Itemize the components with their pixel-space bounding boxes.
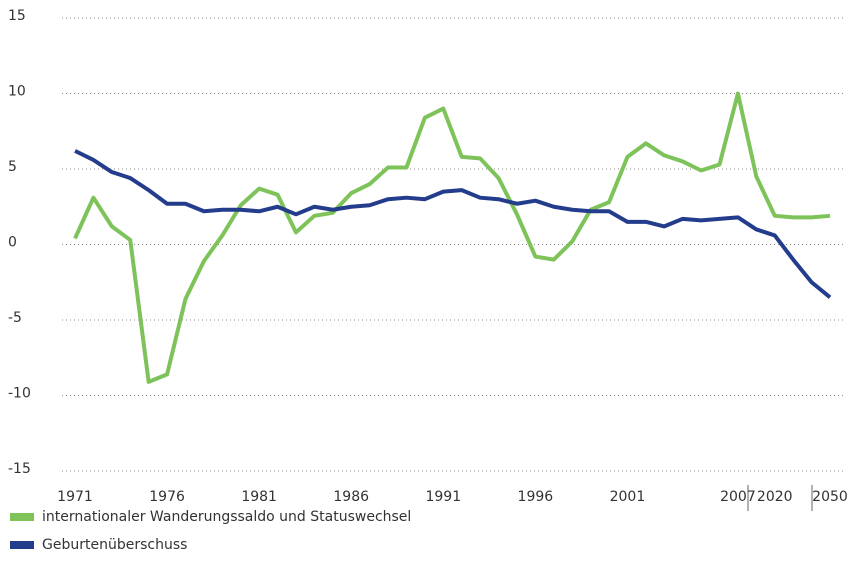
legend-label: Geburtenüberschuss (42, 537, 187, 553)
y-tick-label: 5 (8, 159, 17, 175)
x-tick-label: 1981 (241, 489, 277, 505)
x-tick-label: 1986 (333, 489, 369, 505)
y-tick-label: 0 (8, 235, 17, 251)
y-tick-label: -10 (8, 386, 31, 402)
data-line (73, 91, 831, 384)
x-tick-label: 1996 (518, 489, 554, 505)
legend-swatch (10, 513, 34, 521)
x-tick-label: 1971 (57, 489, 93, 505)
data-line (74, 149, 832, 299)
x-tick-label: 1991 (425, 489, 461, 505)
y-tick-label: -15 (8, 461, 31, 477)
y-tick-label: 10 (8, 84, 26, 100)
y-tick-label: -5 (8, 310, 22, 326)
x-tick-label: 1976 (149, 489, 185, 505)
legend-swatch (10, 541, 34, 549)
x-tick-label: 2001 (610, 489, 646, 505)
legend-label: internationaler Wanderungssaldo und Stat… (42, 509, 411, 525)
x-tick-label: 2007 (720, 489, 756, 505)
x-tick-label: 2020 (757, 489, 793, 505)
x-tick-label: 2050 (812, 489, 848, 505)
y-tick-label: 15 (8, 8, 26, 24)
